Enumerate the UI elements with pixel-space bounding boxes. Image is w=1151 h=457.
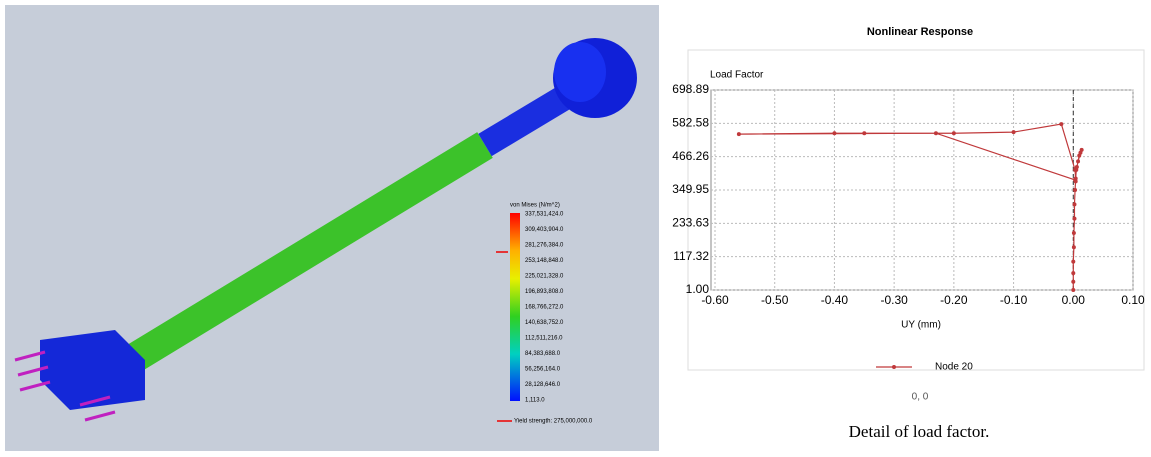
point <box>934 131 938 135</box>
point <box>1071 288 1075 292</box>
point <box>1071 271 1075 275</box>
colorbar <box>510 213 520 401</box>
colorbar-label: 140,638,752.0 <box>525 320 564 326</box>
y-tick-label: 117.32 <box>673 249 709 263</box>
point <box>1080 148 1084 152</box>
x-tick-label: 0.10 <box>1121 293 1145 307</box>
point <box>832 131 836 135</box>
yield-label: Yield strength: 275,000,000.0 <box>514 419 593 425</box>
x-tick-label: -0.10 <box>1000 293 1028 307</box>
x-axis-label: UY (mm) <box>901 320 941 331</box>
y-tick-label: 349.95 <box>672 182 709 196</box>
point <box>1074 179 1078 183</box>
colorbar-label: 225,021,328.0 <box>525 274 564 280</box>
caption: Detail of load factor. <box>849 422 990 441</box>
point <box>1072 217 1076 221</box>
x-tick-label: -0.30 <box>880 293 908 307</box>
point <box>1071 280 1075 284</box>
x-tick-label: -0.40 <box>821 293 849 307</box>
colorbar-label: 337,531,424.0 <box>525 212 564 218</box>
colorbar-label: 168,766,272.0 <box>525 305 564 311</box>
series-line <box>739 124 1082 290</box>
figure: von Mises (N/m^2) Yield strength: 275,00… <box>0 0 1151 452</box>
legend-marker <box>892 365 896 369</box>
colorbar-title: von Mises (N/m^2) <box>510 203 560 209</box>
point <box>1059 122 1063 126</box>
point <box>862 131 866 135</box>
x-tick-label: -0.50 <box>761 293 789 307</box>
colorbar-label: 253,148,848.0 <box>525 258 564 264</box>
point <box>1076 159 1080 163</box>
y-tick-label: 582.58 <box>672 116 709 130</box>
point <box>1072 231 1076 235</box>
note: 0, 0 <box>912 392 929 403</box>
colorbar-label: 196,893,808.0 <box>525 289 564 295</box>
disk-face <box>554 42 606 102</box>
y-axis-label: Load Factor <box>710 70 764 81</box>
point <box>737 132 741 136</box>
point <box>952 131 956 135</box>
chart-title: Nonlinear Response <box>867 26 973 38</box>
point <box>1072 245 1076 249</box>
x-tick-label: -0.60 <box>701 293 729 307</box>
legend-label: Node 20 <box>935 362 973 373</box>
point <box>1012 130 1016 134</box>
colorbar-label: 84,383,688.0 <box>525 351 561 357</box>
point <box>1072 202 1076 206</box>
point <box>1073 168 1077 172</box>
point <box>1077 154 1081 158</box>
colorbar-label: 281,276,384.0 <box>525 243 564 249</box>
colorbar-label: 28,128,646.0 <box>525 382 561 388</box>
y-tick-label: 466.26 <box>672 149 709 163</box>
colorbar-label: 309,403,904.0 <box>525 227 564 233</box>
y-tick-label: 233.63 <box>672 216 709 230</box>
point <box>1071 260 1075 264</box>
colorbar-label: 1,113.0 <box>525 398 545 404</box>
y-tick-label: 698.89 <box>672 82 709 96</box>
point <box>1073 188 1077 192</box>
colorbar-label: 56,256,164.0 <box>525 367 561 373</box>
colorbar-label: 112,511,216.0 <box>525 336 563 342</box>
x-tick-label: 0.00 <box>1062 293 1086 307</box>
x-tick-label: -0.20 <box>940 293 968 307</box>
